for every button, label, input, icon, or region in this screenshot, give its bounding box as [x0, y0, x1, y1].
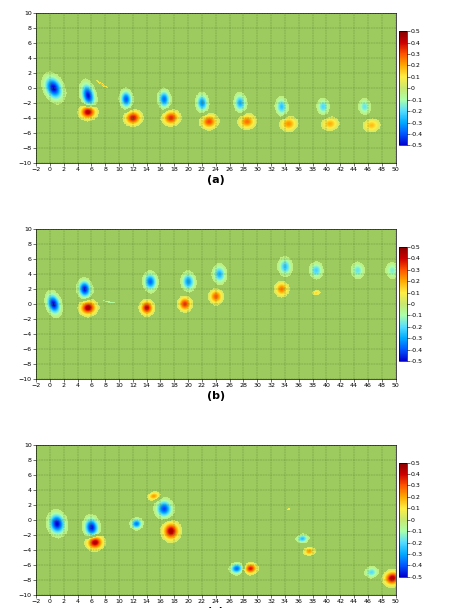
X-axis label: (b): (b) — [207, 391, 225, 401]
X-axis label: (a): (a) — [207, 175, 225, 185]
X-axis label: (c): (c) — [207, 607, 224, 608]
